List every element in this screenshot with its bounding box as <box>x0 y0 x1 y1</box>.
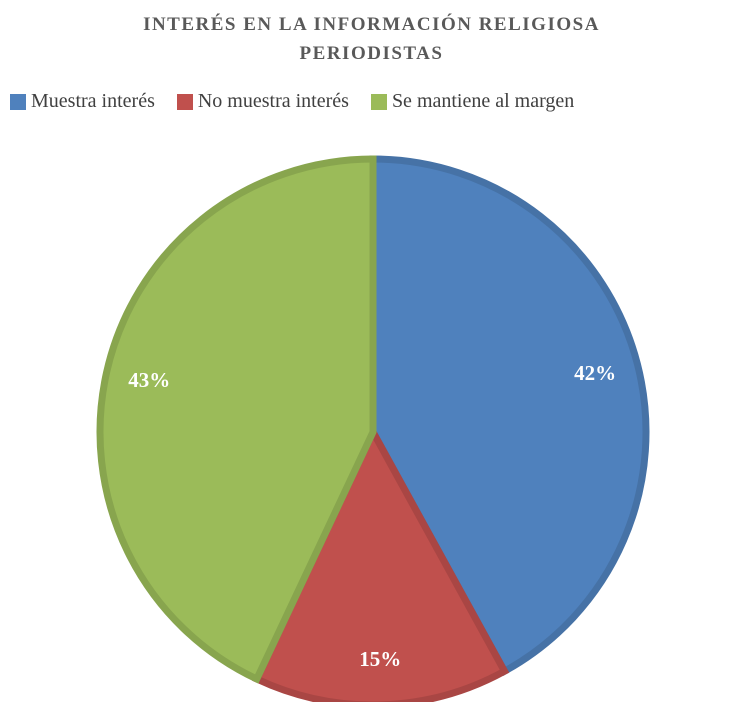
chart-title: INTERÉS EN LA INFORMACIÓN RELIGIOSA PERI… <box>143 14 600 64</box>
legend: Muestra interés No muestra interés Se mant… <box>10 90 596 113</box>
legend-label: No muestra interés <box>197 90 349 112</box>
legend-item: No muestra interés <box>176 90 349 113</box>
legend-swatch <box>370 93 387 110</box>
legend-item: Se mantiene al margen <box>370 90 575 113</box>
legend-swatch <box>176 93 193 110</box>
pie-slice <box>96 155 377 684</box>
legend-swatch <box>10 93 26 110</box>
pie-slice <box>252 424 510 702</box>
legend-label: Se mantiene al margen <box>391 90 575 112</box>
legend-item: Muestra interés <box>10 90 155 113</box>
data-label: 42% <box>574 361 616 385</box>
data-label: 43% <box>128 368 170 392</box>
legend-label: Muestra interés <box>31 90 155 112</box>
pie-slice <box>369 155 650 676</box>
title-box: INTERÉS EN LA INFORMACIÓN RELIGIOSA PERI… <box>0 10 743 68</box>
data-label: 15% <box>359 647 401 671</box>
